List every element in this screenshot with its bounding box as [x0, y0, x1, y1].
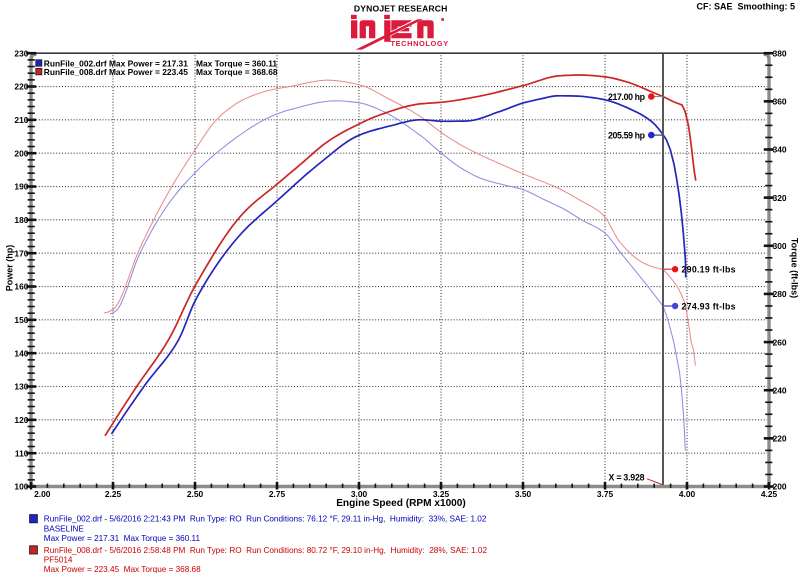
- svg-text:4.00: 4.00: [679, 489, 696, 499]
- svg-text:217.00 hp: 217.00 hp: [608, 92, 646, 102]
- svg-text:260: 260: [773, 337, 787, 347]
- svg-text:PF5014: PF5014: [44, 556, 73, 565]
- svg-text:220: 220: [773, 434, 787, 444]
- svg-text:170: 170: [14, 248, 28, 258]
- svg-text:340: 340: [773, 145, 787, 155]
- svg-text:200: 200: [773, 482, 787, 492]
- svg-text:160: 160: [14, 282, 28, 292]
- svg-text:RunFile_008.drf Max Power = 22: RunFile_008.drf Max Power = 223.45: [44, 67, 188, 77]
- svg-text:140: 140: [14, 348, 28, 358]
- svg-text:CF: SAE Smoothing: 5: CF: SAE Smoothing: 5: [697, 1, 796, 11]
- svg-text:280: 280: [773, 289, 787, 299]
- svg-text:190: 190: [14, 182, 28, 192]
- svg-text:210: 210: [14, 115, 28, 125]
- svg-text:240: 240: [773, 385, 787, 395]
- svg-text:Engine Speed (RPM x1000): Engine Speed (RPM x1000): [336, 498, 466, 509]
- svg-text:TECHNOLOGY: TECHNOLOGY: [391, 39, 449, 48]
- svg-text:Power (hp): Power (hp): [4, 245, 14, 292]
- svg-text:2.75: 2.75: [269, 489, 286, 499]
- svg-text:220: 220: [14, 82, 28, 92]
- svg-text:150: 150: [14, 315, 28, 325]
- svg-text:Max Power = 223.45 Max Torque: Max Power = 223.45 Max Torque = 368.68: [44, 565, 201, 573]
- svg-text:Max Power = 217.31 Max Torque: Max Power = 217.31 Max Torque = 360.11: [44, 534, 201, 543]
- svg-text:X = 3.928: X = 3.928: [609, 473, 645, 483]
- svg-text:2.50: 2.50: [187, 489, 204, 499]
- svg-text:BASELINE: BASELINE: [44, 524, 85, 533]
- svg-text:200: 200: [14, 148, 28, 158]
- svg-text:RunFile_002.drf - 5/6/2016 2:2: RunFile_002.drf - 5/6/2016 2:21:43 PM Ru…: [44, 515, 487, 524]
- svg-text:DYNOJET RESEARCH: DYNOJET RESEARCH: [354, 4, 448, 14]
- svg-text:320: 320: [773, 193, 787, 203]
- svg-text:Max Torque = 360.11: Max Torque = 360.11: [196, 58, 277, 68]
- svg-text:Max Torque = 368.68: Max Torque = 368.68: [196, 67, 278, 77]
- svg-text:290.19 ft-lbs: 290.19 ft-lbs: [682, 265, 736, 275]
- svg-text:RunFile_002.drf Max Power = 21: RunFile_002.drf Max Power = 217.31: [44, 58, 188, 68]
- svg-text:120: 120: [14, 415, 28, 425]
- svg-text:360: 360: [773, 97, 787, 107]
- svg-text:130: 130: [14, 382, 28, 392]
- svg-text:3.50: 3.50: [515, 489, 532, 499]
- svg-text:3.75: 3.75: [597, 489, 614, 499]
- svg-text:300: 300: [773, 241, 787, 251]
- svg-text:2.25: 2.25: [105, 489, 122, 499]
- svg-text:380: 380: [773, 48, 787, 58]
- svg-text:3.25: 3.25: [433, 489, 450, 499]
- svg-text:110: 110: [15, 448, 29, 458]
- svg-text:Torque (ft-lbs): Torque (ft-lbs): [790, 238, 800, 298]
- svg-text:2.00: 2.00: [34, 489, 51, 499]
- svg-text:230: 230: [14, 48, 28, 58]
- svg-text:3.00: 3.00: [351, 489, 368, 499]
- svg-text:RunFile_008.drf - 5/6/2016 2:5: RunFile_008.drf - 5/6/2016 2:58:48 PM Ru…: [44, 546, 488, 555]
- svg-text:205.59 hp: 205.59 hp: [608, 131, 646, 141]
- svg-text:274.93 ft-lbs: 274.93 ft-lbs: [682, 301, 736, 311]
- svg-text:180: 180: [14, 215, 28, 225]
- svg-text:4.25: 4.25: [761, 489, 778, 499]
- svg-text:100: 100: [14, 482, 28, 492]
